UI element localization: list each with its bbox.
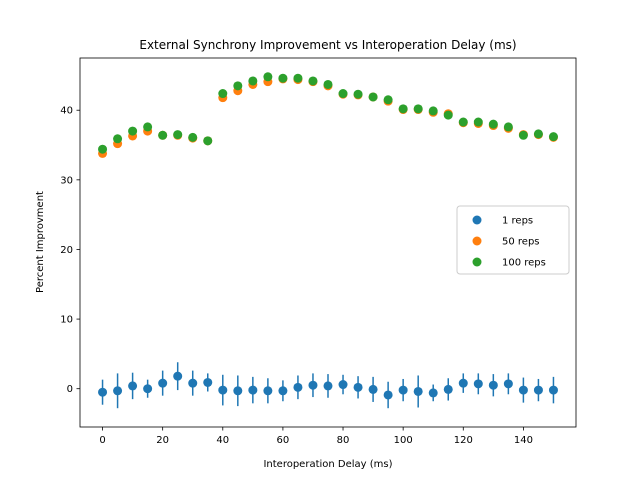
data-point bbox=[113, 386, 123, 396]
y-axis-ticks: 0 10 20 30 40 bbox=[60, 106, 80, 395]
x-tick-label: 60 bbox=[277, 435, 290, 446]
data-point bbox=[443, 110, 453, 120]
legend-label: 100 reps bbox=[502, 258, 546, 269]
data-point bbox=[443, 384, 453, 394]
data-point bbox=[473, 379, 483, 389]
x-tick-label: 40 bbox=[216, 435, 229, 446]
data-point bbox=[248, 76, 258, 86]
data-point bbox=[473, 117, 483, 127]
data-point bbox=[413, 386, 423, 396]
data-point bbox=[293, 382, 303, 392]
data-point bbox=[533, 129, 543, 139]
plot-frame bbox=[79, 57, 577, 428]
data-point bbox=[353, 382, 363, 392]
data-point bbox=[128, 126, 138, 136]
y-tick-label: 10 bbox=[60, 315, 73, 326]
data-point bbox=[173, 371, 183, 381]
y-tick-label: 40 bbox=[60, 106, 73, 117]
data-point bbox=[158, 130, 168, 140]
legend-marker bbox=[472, 236, 482, 246]
legend-marker bbox=[472, 215, 482, 225]
legend: 1 reps 50 reps 100 reps bbox=[456, 205, 570, 275]
x-tick-label: 0 bbox=[99, 435, 105, 446]
data-point bbox=[203, 136, 213, 146]
data-point bbox=[173, 130, 183, 140]
data-point bbox=[518, 385, 528, 395]
data-point bbox=[263, 72, 273, 82]
data-point bbox=[203, 377, 213, 387]
data-point bbox=[548, 132, 558, 142]
y-tick-label: 0 bbox=[67, 384, 73, 395]
data-point bbox=[233, 81, 243, 91]
y-axis-label: Percent Improvment bbox=[35, 191, 46, 293]
data-point bbox=[98, 144, 108, 154]
data-point bbox=[338, 380, 348, 390]
data-point bbox=[323, 79, 333, 89]
data-point bbox=[248, 385, 258, 395]
data-point bbox=[218, 385, 228, 395]
y-tick-label: 20 bbox=[60, 245, 73, 256]
legend-label: 1 reps bbox=[502, 216, 533, 227]
data-point bbox=[143, 384, 153, 394]
data-point bbox=[113, 134, 123, 144]
data-point bbox=[458, 117, 468, 127]
data-point bbox=[143, 122, 153, 132]
data-point bbox=[503, 379, 513, 389]
data-point bbox=[398, 104, 408, 114]
data-point bbox=[293, 73, 303, 83]
data-point bbox=[278, 386, 288, 396]
data-point bbox=[458, 378, 468, 388]
series-1 bbox=[98, 371, 558, 400]
data-point bbox=[488, 119, 498, 129]
data-point bbox=[518, 130, 528, 140]
x-axis-ticks: 0 20 40 60 80 100 120 140 bbox=[99, 427, 533, 446]
data-point bbox=[158, 378, 168, 388]
x-axis-label: Interoperation Delay (ms) bbox=[263, 459, 392, 470]
data-point bbox=[383, 95, 393, 105]
data-point bbox=[128, 381, 138, 391]
data-point bbox=[503, 122, 513, 132]
data-point bbox=[233, 386, 243, 396]
data-point bbox=[308, 380, 318, 390]
chart-title: External Synchrony Improvement vs Intero… bbox=[139, 38, 516, 52]
x-tick-label: 20 bbox=[156, 435, 169, 446]
data-point bbox=[533, 385, 543, 395]
data-point bbox=[383, 390, 393, 400]
data-point bbox=[413, 104, 423, 114]
data-point bbox=[278, 73, 288, 83]
data-point bbox=[218, 89, 228, 99]
data-point bbox=[353, 89, 363, 99]
data-point bbox=[338, 89, 348, 99]
data-point bbox=[488, 380, 498, 390]
x-tick-label: 140 bbox=[514, 435, 533, 446]
data-points bbox=[98, 72, 558, 400]
x-tick-label: 100 bbox=[394, 435, 413, 446]
y-tick-label: 30 bbox=[60, 175, 73, 186]
data-point bbox=[308, 76, 318, 86]
x-tick-label: 120 bbox=[454, 435, 473, 446]
data-point bbox=[188, 132, 198, 142]
legend-marker bbox=[472, 257, 482, 267]
data-point bbox=[398, 385, 408, 395]
data-point bbox=[188, 378, 198, 388]
data-point bbox=[368, 384, 378, 394]
data-point bbox=[368, 92, 378, 102]
legend-frame bbox=[456, 205, 570, 275]
data-point bbox=[428, 106, 438, 116]
x-tick-label: 80 bbox=[337, 435, 350, 446]
data-point bbox=[548, 385, 558, 395]
series-3 bbox=[98, 72, 558, 154]
data-point bbox=[428, 388, 438, 398]
legend-label: 50 reps bbox=[502, 237, 540, 248]
data-point bbox=[323, 381, 333, 391]
data-point bbox=[98, 387, 108, 397]
data-point bbox=[263, 386, 273, 396]
